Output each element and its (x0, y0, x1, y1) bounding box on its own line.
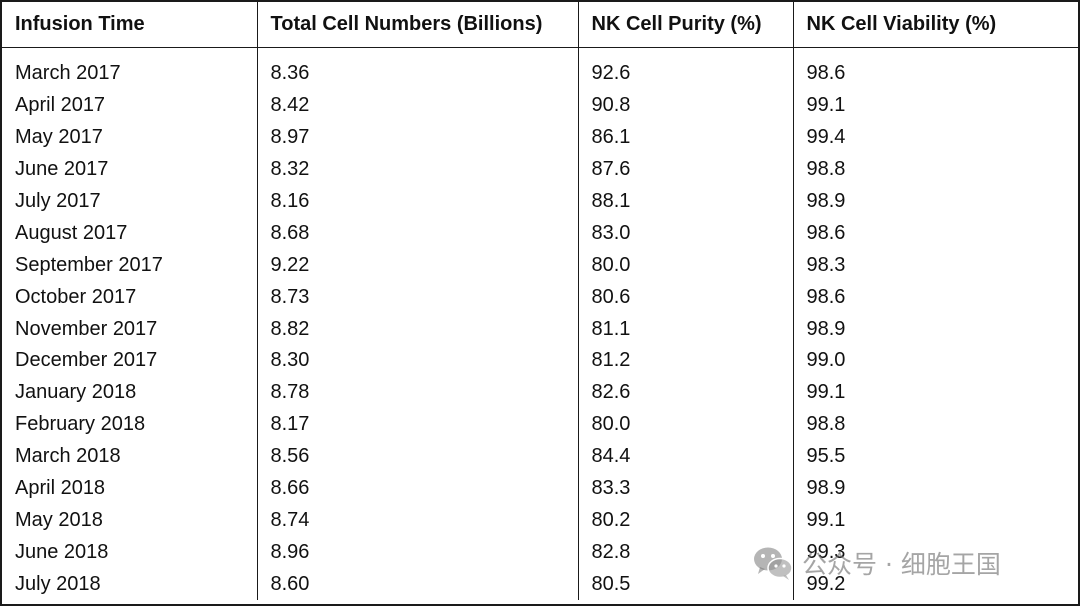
table-cell: 8.32 (256, 153, 578, 186)
table-row: February 2018 8.17 80.0 98.8 (2, 408, 1078, 441)
column-header: NK Cell Purity (%) (577, 2, 793, 48)
table-cell: 98.9 (792, 185, 1078, 218)
table-cell: 80.6 (577, 281, 793, 314)
table-cell: January 2018 (15, 381, 137, 404)
table-row: September 2017 9.22 80.0 98.3 (2, 249, 1078, 282)
table-cell: 80.5 (577, 568, 793, 601)
table-cell: 8.16 (256, 185, 578, 218)
table-row: April 2017 8.42 90.8 99.1 (2, 89, 1078, 122)
table-row: April 2018 8.66 83.3 98.9 (2, 472, 1078, 505)
column-header: NK Cell Viability (%) (792, 2, 1078, 48)
table-cell: March 2018 (15, 445, 121, 468)
column-header: Infusion Time (2, 2, 257, 48)
table-cell: December 2017 (15, 349, 158, 372)
table-cell: April 2017 (15, 94, 106, 117)
table-cell: 80.0 (577, 249, 793, 282)
table-cell: 8.68 (256, 217, 578, 250)
table-cell: 8.74 (256, 504, 578, 537)
table-cell: August 2017 (15, 221, 128, 244)
table-row: June 2017 8.32 87.6 98.8 (2, 153, 1078, 186)
table-row: May 2018 8.74 80.2 99.1 (2, 504, 1078, 537)
table-row: May 2017 8.97 86.1 99.4 (2, 121, 1078, 154)
table-cell: September 2017 (15, 253, 163, 276)
table-cell: 83.0 (577, 217, 793, 250)
table-cell: 92.6 (577, 58, 793, 90)
table-row: March 2018 8.56 84.4 95.5 (2, 440, 1078, 473)
table-body: March 2017 8.36 92.6 98.6 April 2017 8.42 90.8… (2, 47, 1078, 601)
table-cell: 86.1 (577, 121, 793, 154)
table-cell: 83.3 (577, 472, 793, 505)
table-cell: 8.97 (256, 121, 578, 154)
table-row: December 2017 8.30 81.2 99.0 (2, 345, 1078, 377)
table-cell: March 2017 (15, 62, 121, 85)
table-cell: February 2018 (15, 413, 146, 436)
header-row: Infusion Time Total Cell Numbers (Billio… (2, 2, 1078, 48)
table-cell: 99.0 (792, 345, 1078, 377)
table-cell: 82.8 (577, 536, 793, 569)
table-row: July 2017 8.16 88.1 98.9 (2, 185, 1078, 218)
table-cell: 99.1 (792, 504, 1078, 537)
table-cell: 8.82 (256, 313, 578, 346)
table-cell: 80.2 (577, 504, 793, 537)
table-cell: 90.8 (577, 89, 793, 122)
table-cell: 8.56 (256, 440, 578, 473)
table-cell: 98.3 (792, 249, 1078, 282)
table-cell: 99.1 (792, 89, 1078, 122)
table-cell: May 2018 (15, 508, 103, 531)
table-cell: 99.4 (792, 121, 1078, 154)
table-cell: 84.4 (577, 440, 793, 473)
table-row: March 2017 8.36 92.6 98.6 (2, 58, 1078, 90)
table-cell: 98.6 (792, 58, 1078, 90)
table-cell: June 2017 (15, 158, 109, 181)
table-cell: April 2018 (15, 477, 106, 500)
table-cell: 8.60 (256, 568, 578, 601)
table-cell: October 2017 (15, 285, 137, 308)
column-header: Total Cell Numbers (Billions) (256, 2, 578, 48)
table-cell: 98.8 (792, 153, 1078, 186)
table-row: November 2017 8.82 81.1 98.9 (2, 313, 1078, 346)
table-cell: 9.22 (256, 249, 578, 282)
table-cell: 99.2 (792, 568, 1078, 601)
table-row: June 2018 8.96 82.8 99.3 (2, 536, 1078, 569)
table-cell: July 2017 (15, 190, 101, 212)
spacer-row (2, 47, 1078, 58)
table-cell: 99.1 (792, 376, 1078, 409)
table-cell: November 2017 (15, 317, 158, 340)
table-cell: 8.17 (256, 408, 578, 441)
table-cell: June 2018 (15, 540, 109, 563)
table-row: January 2018 8.78 82.6 99.1 (2, 376, 1078, 409)
table-cell: 98.6 (792, 281, 1078, 314)
table-cell: 8.66 (256, 472, 578, 505)
table-cell: 98.9 (792, 472, 1078, 505)
table-cell: 98.8 (792, 408, 1078, 441)
table-cell: 98.6 (792, 217, 1078, 250)
table-cell: 8.73 (256, 281, 578, 314)
table-row: October 2017 8.73 80.6 98.6 (2, 281, 1078, 314)
table-cell: 80.0 (577, 408, 793, 441)
table-cell: 88.1 (577, 185, 793, 218)
table-cell: 8.42 (256, 89, 578, 122)
table-cell: 8.96 (256, 536, 578, 569)
table-cell: 81.2 (577, 345, 793, 377)
table-cell: 98.9 (792, 313, 1078, 346)
table-cell: 87.6 (577, 153, 793, 186)
table-cell: 95.5 (792, 440, 1078, 473)
table-cell: 8.78 (256, 376, 578, 409)
table-row: July 2018 8.60 80.5 99.2 (2, 568, 1078, 601)
table-cell: 8.30 (256, 345, 578, 377)
table-cell: May 2017 (15, 126, 103, 149)
table-cell: 99.3 (792, 536, 1078, 569)
table-cell: 8.36 (256, 58, 578, 90)
table-cell: July 2018 (15, 572, 101, 595)
table-cell: 81.1 (577, 313, 793, 346)
table-cell: 82.6 (577, 376, 793, 409)
table-row: August 2017 8.68 83.0 98.6 (2, 217, 1078, 250)
